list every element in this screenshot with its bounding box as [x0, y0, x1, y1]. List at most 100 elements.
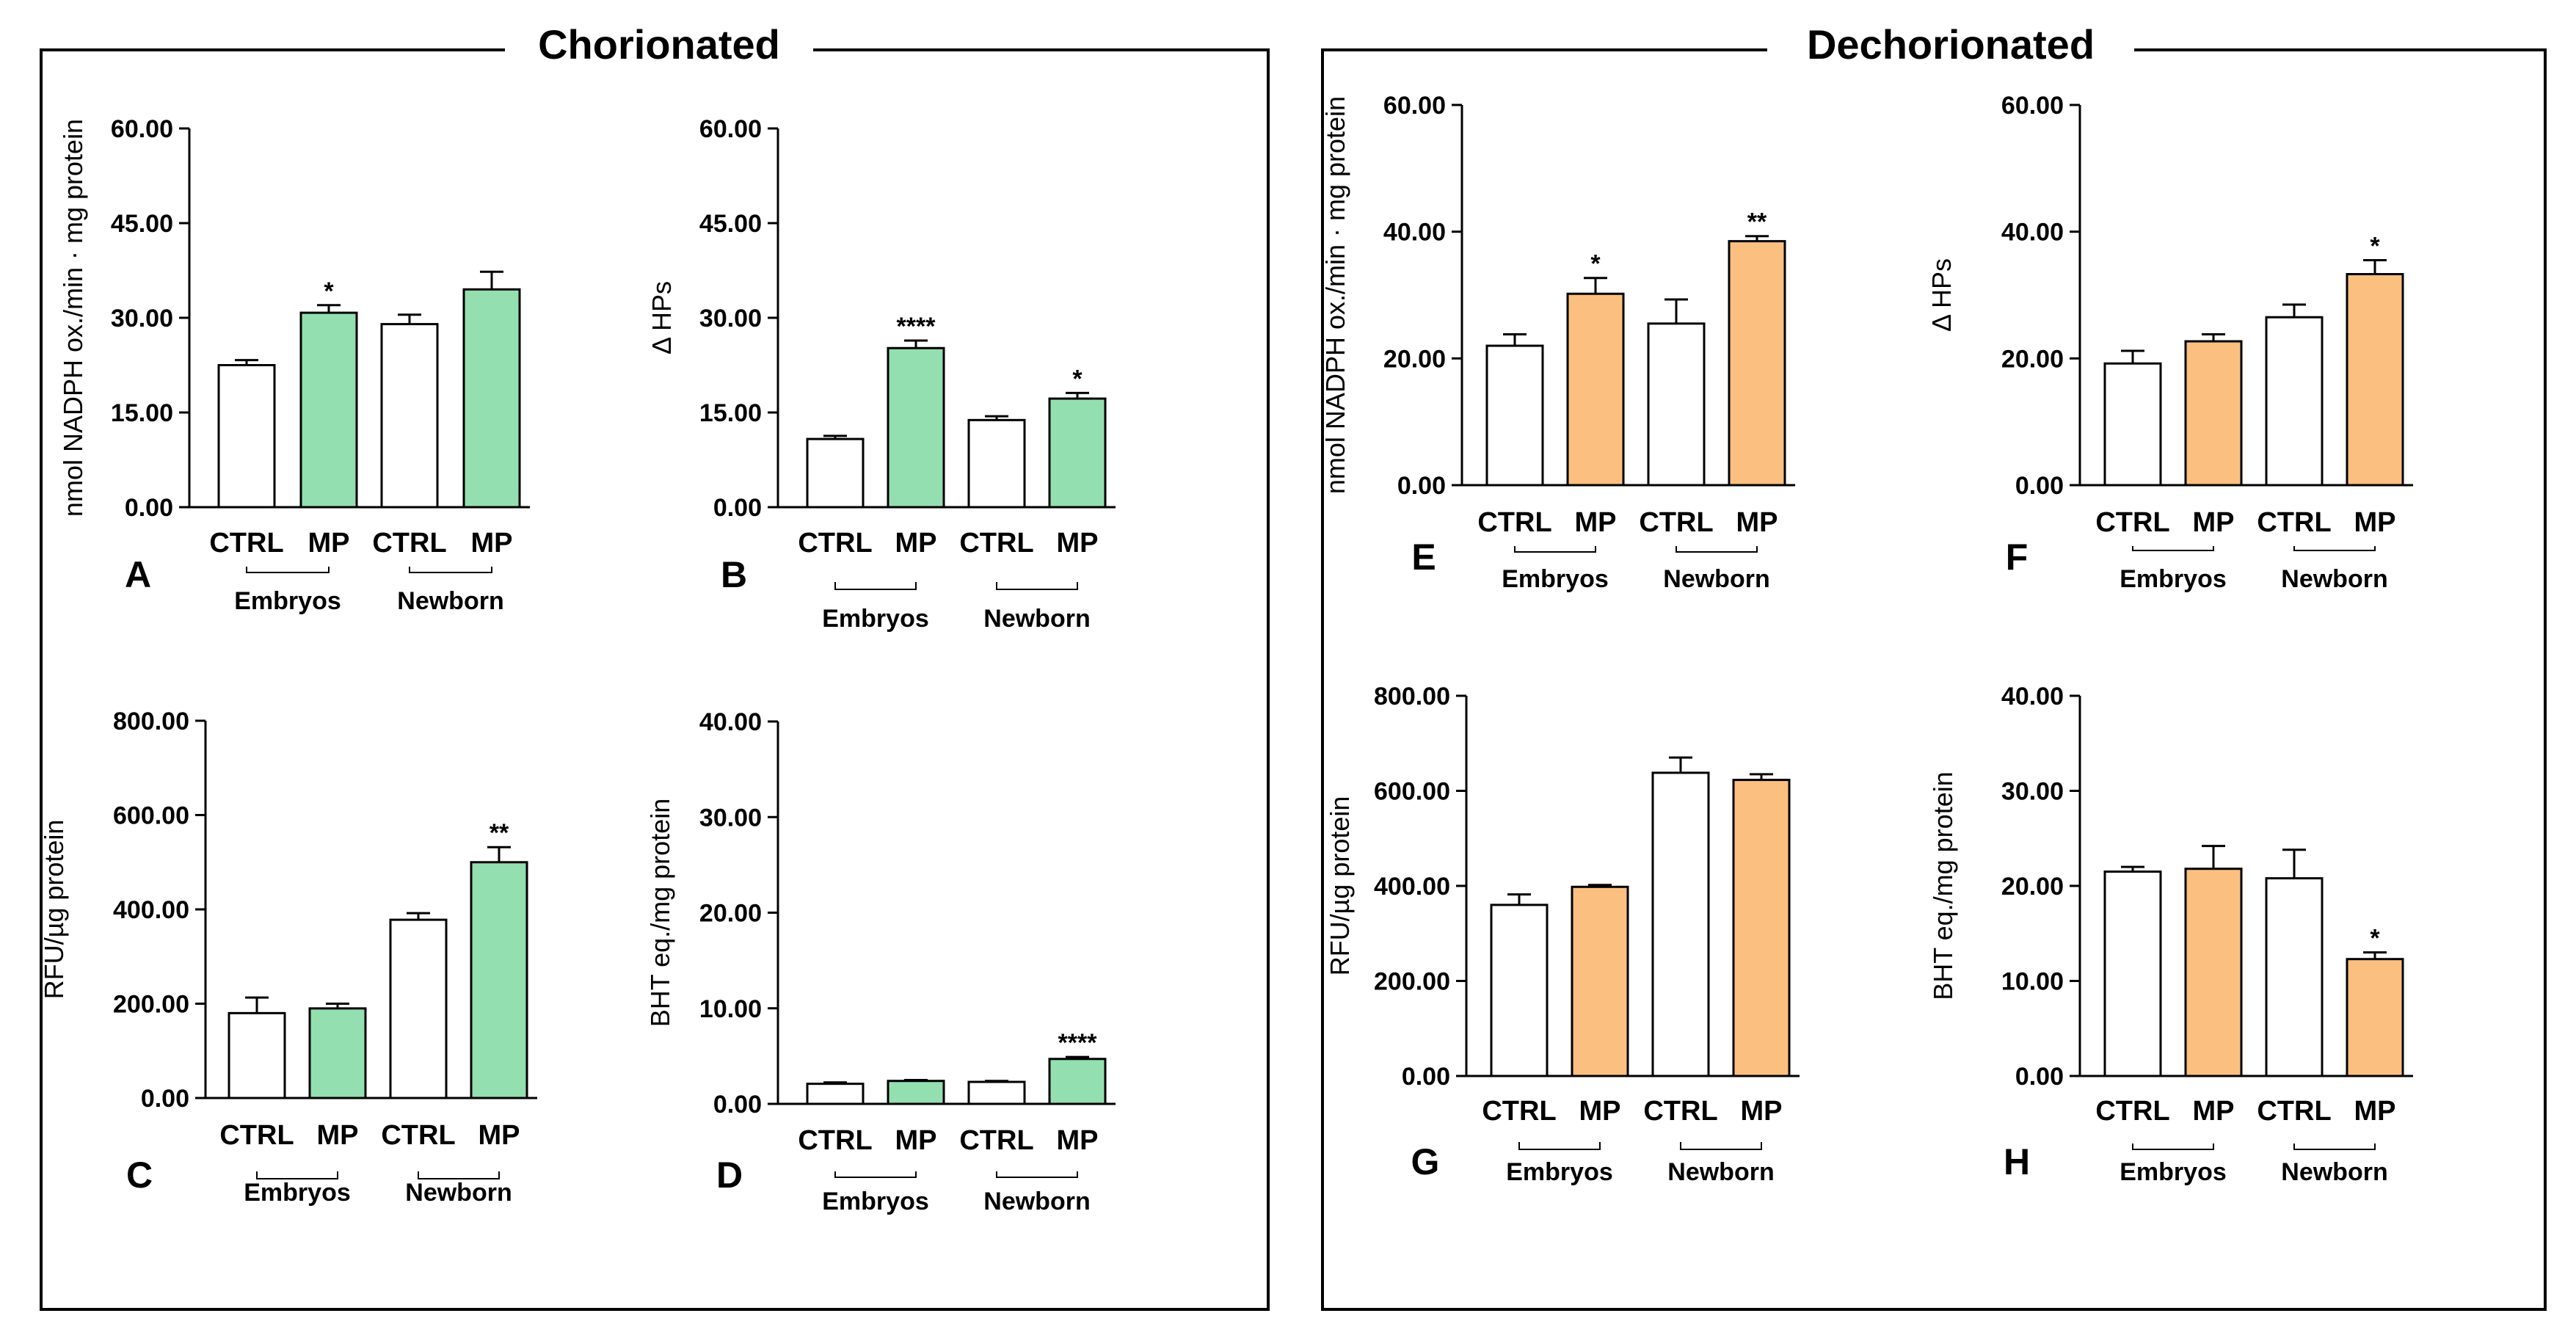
- y-tick-label: 10.00: [699, 995, 762, 1023]
- bar-embryos-ctrl: [217, 364, 276, 509]
- x-category-label: MP: [2354, 507, 2396, 538]
- subgroup-bracket: [996, 1171, 1078, 1178]
- x-category-label: CTRL: [1482, 1096, 1556, 1127]
- significance-marker: ****: [897, 313, 936, 341]
- bar-embryos-mp: [887, 346, 945, 509]
- y-tick-label: 15.00: [699, 399, 762, 427]
- y-tick-label: 40.00: [1383, 219, 1446, 247]
- y-axis-label: Δ HPs: [647, 281, 677, 355]
- subgroup-label: Embryos: [1506, 1158, 1613, 1186]
- group-frame-chorionated: Chorionated: [40, 21, 1270, 1311]
- y-tick-label: 0.00: [1402, 1063, 1450, 1091]
- x-category-label: MP: [2193, 1096, 2235, 1127]
- group-frame-border: [40, 48, 1270, 1311]
- x-category-label: CTRL: [798, 1125, 872, 1156]
- subgroup-bracket: [834, 1171, 917, 1178]
- subgroup-bracket: [409, 567, 492, 573]
- y-tick-label: 30.00: [699, 804, 762, 832]
- x-category-label: MP: [1736, 507, 1778, 538]
- x-category-label: MP: [308, 528, 350, 559]
- x-category-label: MP: [1057, 528, 1099, 559]
- y-axis-label: RFU/µg protein: [39, 820, 69, 1000]
- y-tick-label: 45.00: [699, 210, 762, 238]
- y-axis-label: BHT eq./mg protein: [1928, 771, 1958, 1000]
- panel-letter: G: [1411, 1141, 1440, 1182]
- y-axis-label: BHT eq./mg protein: [645, 799, 675, 1027]
- y-tick-label: 0.00: [1397, 472, 1446, 500]
- significance-marker: **: [1747, 208, 1767, 236]
- subgroup-label: Newborn: [983, 1188, 1090, 1215]
- subgroup-bracket: [1518, 1142, 1601, 1150]
- y-tick-label: 400.00: [1374, 873, 1450, 901]
- y-tick-label: 0.00: [125, 494, 173, 522]
- x-category-label: CTRL: [209, 528, 283, 559]
- y-tick-label: 10.00: [2001, 968, 2064, 996]
- significance-marker: *: [324, 277, 334, 305]
- x-category-label: CTRL: [959, 528, 1033, 559]
- subgroup-label: Newborn: [2281, 1158, 2387, 1186]
- bar-newborn-ctrl: [380, 323, 439, 509]
- y-axis-label: RFU/µg protein: [1325, 796, 1355, 976]
- x-category-label: CTRL: [1477, 507, 1551, 538]
- chart-panels: 0.00 15.00 30.00 45.00 60.00 nmol NADPH ox./m…: [39, 92, 2413, 1215]
- y-tick-label: 200.00: [113, 991, 189, 1019]
- x-category-label: CTRL: [2257, 1096, 2331, 1127]
- y-tick-label: 30.00: [111, 305, 173, 332]
- panel-letter: C: [126, 1155, 153, 1196]
- x-category-label: MP: [479, 1120, 520, 1151]
- x-category-label: MP: [317, 1120, 359, 1151]
- subgroup-bracket: [2293, 546, 2376, 551]
- y-axis-label: nmol NADPH ox./min · mg protein: [1320, 96, 1350, 494]
- y-tick-label: 400.00: [113, 896, 189, 924]
- x-category-label: MP: [895, 1125, 937, 1156]
- bar-newborn-mp: [1048, 1058, 1107, 1105]
- x-category-label: MP: [1057, 1125, 1099, 1156]
- y-tick-label: 40.00: [2001, 219, 2064, 247]
- subgroup-label: Embryos: [822, 605, 929, 633]
- panel-letter: H: [2004, 1141, 2030, 1182]
- bar-newborn-ctrl: [389, 918, 448, 1099]
- x-category-label: CTRL: [2095, 507, 2169, 538]
- y-tick-label: 20.00: [2001, 873, 2064, 901]
- chart-panel-a: 0.00 15.00 30.00 45.00 60.00 nmol NADPH ox./m…: [58, 115, 530, 615]
- y-tick-label: 200.00: [1374, 968, 1450, 996]
- x-category-label: CTRL: [1643, 1096, 1717, 1127]
- y-tick-label: 30.00: [2001, 778, 2064, 806]
- y-tick-label: 60.00: [2001, 92, 2064, 120]
- y-tick-label: 0.00: [2015, 472, 2064, 500]
- subgroup-bracket: [1676, 546, 1758, 553]
- bar-embryos-ctrl: [2103, 362, 2162, 487]
- group-title: Chorionated: [538, 21, 780, 68]
- bar-newborn-mp: [1048, 397, 1107, 509]
- x-category-label: MP: [1575, 507, 1617, 538]
- x-category-label: CTRL: [1639, 507, 1713, 538]
- chart-panel-b: 0.00 15.00 30.00 45.00 60.00 Δ HPs CTRL **** MP C…: [647, 115, 1116, 633]
- y-tick-label: 30.00: [699, 305, 762, 332]
- x-category-label: MP: [2354, 1096, 2396, 1127]
- x-category-label: CTRL: [381, 1120, 455, 1151]
- bar-newborn-mp: [470, 861, 528, 1099]
- bar-embryos-mp: [2184, 868, 2243, 1077]
- chart-panel-g: 0.00 200.00 400.00 600.00 800.00 RFU/µg prote…: [1325, 683, 1800, 1186]
- y-axis-label: Δ HPs: [1926, 258, 1957, 332]
- y-tick-label: 0.00: [713, 1091, 762, 1119]
- x-category-label: MP: [2193, 507, 2235, 538]
- panel-letter: A: [125, 554, 151, 595]
- y-tick-label: 15.00: [111, 399, 173, 427]
- x-category-label: CTRL: [372, 528, 446, 559]
- y-tick-label: 600.00: [113, 802, 189, 830]
- bar-embryos-ctrl: [228, 1011, 286, 1099]
- bar-newborn-ctrl: [2265, 877, 2324, 1077]
- panel-letter: F: [2006, 537, 2029, 578]
- bar-newborn-ctrl: [2265, 316, 2324, 487]
- y-tick-label: 45.00: [111, 210, 173, 238]
- subgroup-bracket: [996, 582, 1078, 590]
- subgroup-label: Newborn: [2281, 565, 2387, 593]
- significance-marker: **: [490, 819, 509, 847]
- x-category-label: MP: [895, 528, 937, 559]
- bar-embryos-mp: [299, 311, 358, 509]
- panel-letter: B: [721, 554, 747, 595]
- subgroup-bracket: [246, 567, 330, 573]
- bar-newborn-mp: [2346, 273, 2404, 487]
- subgroup-bracket: [256, 1171, 338, 1179]
